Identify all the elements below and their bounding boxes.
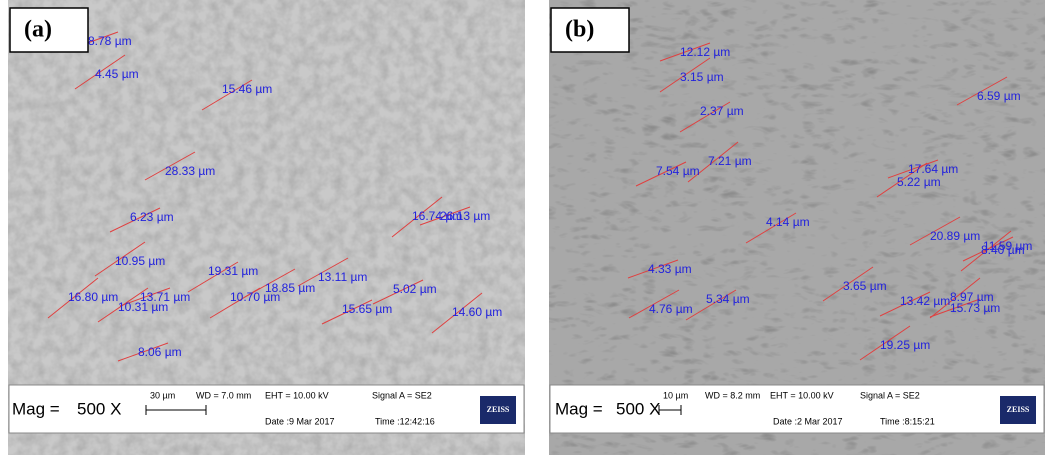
measurement-label: 19.31 µm <box>208 264 258 278</box>
measurement-label: 2.37 µm <box>700 104 744 118</box>
measurement-label: 7.21 µm <box>708 154 752 168</box>
measurement-label: 12.12 µm <box>680 45 730 59</box>
measurement-label: 13.11 µm <box>318 270 367 284</box>
signal: Signal A = SE2 <box>372 390 432 400</box>
measurement-label: 4.14 µm <box>766 215 810 229</box>
measurement-label: 15.65 µm <box>342 302 392 316</box>
panel: 12.12 µm 3.15 µm 2.37 µm 6.59 µm 7.54 µm 7.21… <box>549 0 1045 455</box>
date: Date :2 Mar 2017 <box>773 416 843 426</box>
measurement-label: 15.46 µm <box>222 82 272 96</box>
panel-label: (b) <box>565 17 594 43</box>
measurement-label: 15.73 µm <box>950 301 1000 315</box>
date: Date :9 Mar 2017 <box>265 416 335 426</box>
measurement-label: 5.22 µm <box>897 175 941 189</box>
measurement-label: 3.15 µm <box>680 70 724 84</box>
signal: Signal A = SE2 <box>860 390 920 400</box>
measurement-label: 5.34 µm <box>706 292 750 306</box>
measurement-label: 17.64 µm <box>908 162 958 176</box>
measurement-label: 4.33 µm <box>648 262 692 276</box>
mag-value: 500 X <box>616 399 660 418</box>
wd: WD = 8.2 mm <box>705 390 760 400</box>
logo: ZEISS <box>1007 405 1030 414</box>
scale-label: 30 µm <box>150 390 175 400</box>
scale-label: 10 µm <box>663 390 688 400</box>
measurement-label: 19.25 µm <box>880 338 930 352</box>
time: Time :12:42:16 <box>375 416 435 426</box>
measurement-label: 28.33 µm <box>165 164 215 178</box>
mag-value: 500 X <box>77 399 121 418</box>
measurement-label: 6.23 µm <box>130 210 174 224</box>
measurement-label: 13.42 µm <box>900 294 950 308</box>
measurement-label: 20.89 µm <box>930 229 980 243</box>
measurement-label: 10.31 µm <box>118 300 168 314</box>
mag-label: Mag = <box>555 399 603 418</box>
time: Time :8:15:21 <box>880 416 935 426</box>
eht: EHT = 10.00 kV <box>265 390 329 400</box>
figure: 8.78 µm 4.45 µm 15.46 µm 28.33 µm 6.23 µm 16.… <box>0 0 1049 455</box>
wd: WD = 7.0 mm <box>196 390 251 400</box>
measurement-label: 16.80 µm <box>68 290 118 304</box>
measurement-label: 8.06 µm <box>138 345 182 359</box>
measurement-label: 6.59 µm <box>977 89 1021 103</box>
measurement-label: 18.85 µm <box>265 281 315 295</box>
measurement-label: 3.65 µm <box>843 279 887 293</box>
measurement-label: 8.40 µm <box>981 243 1025 257</box>
panel-label: (a) <box>24 17 52 43</box>
logo: ZEISS <box>487 405 510 414</box>
panel: 8.78 µm 4.45 µm 15.46 µm 28.33 µm 6.23 µm 16.… <box>8 0 525 455</box>
measurement-label: 7.54 µm <box>656 164 700 178</box>
measurement-label: 10.95 µm <box>115 254 165 268</box>
measurement-label: 4.76 µm <box>649 302 693 316</box>
mag-label: Mag = <box>12 399 60 418</box>
measurement-label: 26.13 µm <box>440 209 490 223</box>
measurement-label: 5.02 µm <box>393 282 437 296</box>
measurement-label: 14.60 µm <box>452 305 502 319</box>
eht: EHT = 10.00 kV <box>770 390 834 400</box>
measurement-label: 8.78 µm <box>88 34 132 48</box>
measurement-label: 4.45 µm <box>95 67 139 81</box>
